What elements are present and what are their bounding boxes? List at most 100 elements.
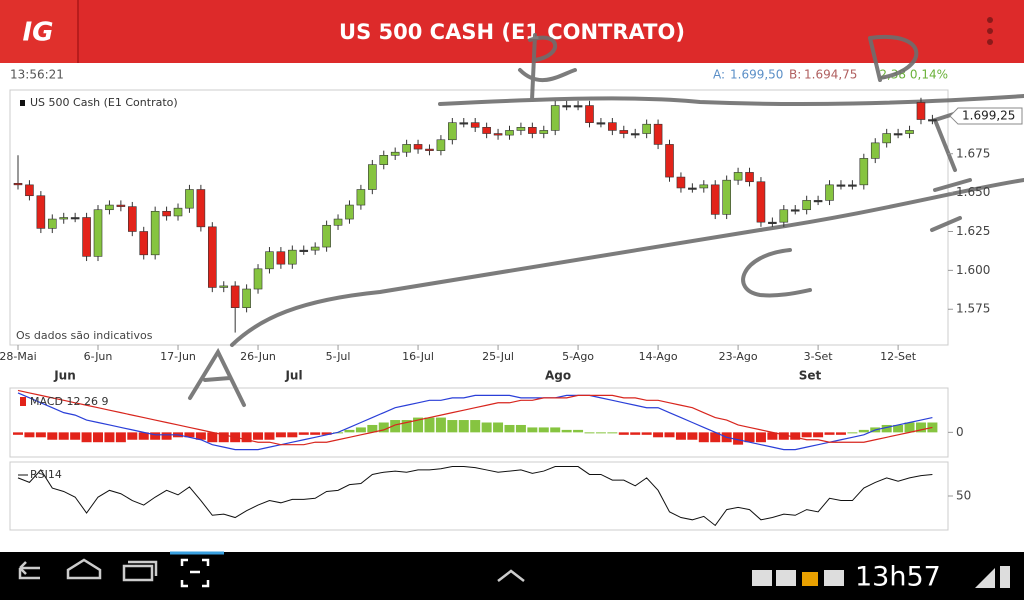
- candle-body: [608, 122, 617, 131]
- histogram-bar: [47, 432, 58, 440]
- change: 2,38 0,14%: [879, 68, 948, 82]
- histogram-bar: [218, 432, 229, 443]
- candle-body: [333, 218, 343, 226]
- candle-body: [368, 164, 377, 190]
- recent-button[interactable]: [122, 560, 158, 582]
- candle-body: [665, 144, 674, 178]
- candle-body: [82, 217, 91, 257]
- candle-body: [390, 151, 400, 156]
- histogram-bar: [184, 432, 195, 438]
- x-tick-label: 28-Mai: [0, 350, 37, 363]
- histogram-bar: [161, 432, 172, 440]
- histogram-bar: [744, 432, 755, 443]
- candle-body: [825, 184, 834, 201]
- candle-body: [448, 122, 457, 141]
- x-tick-label: 16-Jul: [402, 350, 434, 363]
- candle-body: [756, 181, 766, 223]
- y-tick-label: 50: [956, 489, 971, 503]
- histogram-bar: [527, 427, 538, 433]
- candle-body: [699, 184, 709, 189]
- histogram-bar: [858, 429, 869, 433]
- legend-swatch: [20, 100, 25, 106]
- candle-body: [813, 200, 823, 203]
- histogram-bar: [104, 432, 115, 443]
- up-button[interactable]: [497, 569, 525, 582]
- candle-body: [196, 189, 206, 228]
- candle-body: [150, 210, 160, 256]
- back-button[interactable]: [18, 561, 40, 580]
- candle-body: [288, 249, 297, 265]
- candle-body: [253, 268, 263, 290]
- month-label: Jun: [53, 369, 76, 383]
- macd-line: [17, 392, 933, 451]
- histogram-bar: [755, 432, 766, 443]
- logo[interactable]: IG: [22, 18, 53, 48]
- candle-body: [836, 184, 846, 187]
- histogram-bar: [607, 432, 618, 434]
- candle-body: [413, 144, 423, 150]
- histogram-bar: [835, 432, 846, 435]
- histogram-bar: [767, 432, 778, 440]
- histogram-bar: [630, 432, 641, 435]
- ask: 1.699,50: [730, 68, 783, 82]
- y-tick-label: 0: [956, 425, 964, 439]
- time: 13:56:21: [10, 68, 64, 82]
- histogram-bar: [881, 424, 892, 433]
- candle-body: [745, 172, 754, 183]
- candle-body: [653, 123, 663, 145]
- candle-body: [276, 251, 286, 265]
- x-tick-label: 23-Ago: [719, 350, 758, 363]
- histogram-bar: [115, 432, 126, 443]
- menu-button[interactable]: [987, 17, 993, 45]
- histogram-bar: [847, 432, 858, 434]
- candle-body: [299, 249, 309, 252]
- histogram-bar: [824, 432, 835, 435]
- candle-body: [173, 207, 183, 217]
- last-price: 1.699,25: [962, 109, 1015, 123]
- histogram-bar: [70, 432, 81, 440]
- histogram-bar: [813, 432, 824, 438]
- candle-body: [310, 246, 320, 251]
- histogram-bar: [207, 432, 218, 443]
- main-panel: [9, 89, 949, 346]
- histogram-bar: [413, 417, 424, 433]
- histogram-bar: [287, 432, 298, 438]
- bid: 1.694,75: [804, 68, 857, 82]
- histogram-bar: [58, 432, 69, 440]
- nav-bar: [0, 552, 1024, 600]
- legend: US 500 Cash (E1 Contrato): [30, 96, 178, 109]
- histogram-bar: [504, 424, 515, 433]
- nav-icons: [18, 558, 525, 588]
- histogram-bar: [618, 432, 629, 435]
- candle-body: [505, 130, 514, 136]
- histogram-bar: [584, 432, 595, 434]
- screenshot-button[interactable]: [180, 558, 210, 588]
- rsi-line: [17, 466, 933, 527]
- candle-body: [630, 133, 640, 136]
- candle-body: [265, 251, 274, 270]
- logo-box[interactable]: [0, 0, 78, 63]
- note: Os dados são indicativos: [16, 329, 153, 342]
- clock: 13h57: [855, 562, 941, 593]
- y-tick-label: 1.625: [956, 224, 990, 238]
- month-label: Ago: [545, 369, 571, 383]
- histogram-bar: [458, 420, 469, 433]
- home-button[interactable]: [66, 558, 102, 580]
- histogram-bar: [904, 422, 915, 433]
- y-tick-label: 1.575: [956, 302, 990, 316]
- histogram-bar: [150, 432, 161, 440]
- histogram-bar: [675, 432, 686, 440]
- y-tick-label: 1.675: [956, 146, 990, 160]
- histogram-bar: [390, 420, 401, 433]
- histogram-bar: [13, 432, 23, 435]
- candle-body: [710, 184, 720, 215]
- histogram-bar: [310, 432, 321, 435]
- month-label: Jul: [284, 369, 302, 383]
- candle-body: [790, 209, 800, 212]
- candle-body: [688, 187, 697, 190]
- candle-body: [425, 148, 434, 151]
- histogram-bar: [778, 432, 789, 440]
- candle-body: [493, 133, 503, 136]
- candle-body: [70, 217, 80, 220]
- candle-body: [459, 122, 469, 125]
